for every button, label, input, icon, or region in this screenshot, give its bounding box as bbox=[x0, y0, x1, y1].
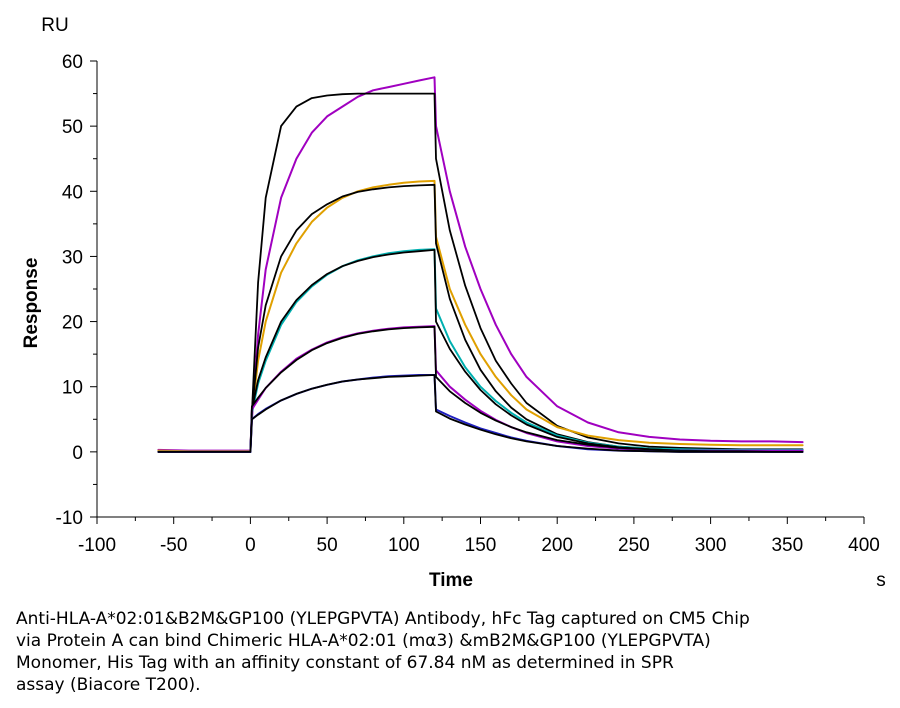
y-tick-label: 60 bbox=[62, 52, 83, 73]
x-tick-label: 100 bbox=[388, 535, 420, 556]
series-line bbox=[157, 179, 804, 453]
x-unit-label: s bbox=[876, 570, 886, 591]
y-axis-title: Response bbox=[21, 258, 42, 349]
labels-layer: -100 -50 0 50 100 150 200 250 300 350 400-10010203… bbox=[21, 15, 886, 591]
series-line bbox=[157, 325, 804, 453]
x-tick-label: 50 bbox=[317, 535, 338, 556]
x-tick-label: 200 bbox=[541, 535, 573, 556]
y-tick-label: 10 bbox=[62, 378, 83, 399]
figure-caption: Anti-HLA-A*02:01&B2M&GP100 (YLEPGPVTA) A… bbox=[16, 609, 750, 695]
y-tick-label: 0 bbox=[72, 443, 83, 464]
series-line bbox=[157, 374, 804, 453]
x-tick-label: -100 bbox=[78, 535, 116, 556]
plot-area: -100 -50 0 50 100 150 200 250 300 350 400-10010203… bbox=[21, 15, 886, 591]
series-line bbox=[157, 92, 804, 453]
x-tick-label: 0 bbox=[245, 535, 256, 556]
axes bbox=[90, 60, 865, 524]
x-tick-label: 350 bbox=[771, 535, 803, 556]
y-tick-label: 20 bbox=[62, 313, 83, 334]
series-line bbox=[157, 76, 804, 452]
x-tick-label: 300 bbox=[695, 535, 727, 556]
y-unit-label: RU bbox=[41, 15, 68, 36]
x-tick-label: 250 bbox=[618, 535, 650, 556]
y-tick-label: 40 bbox=[62, 182, 83, 203]
series-layer bbox=[157, 76, 804, 453]
x-tick-label: 150 bbox=[465, 535, 497, 556]
x-tick-label: -50 bbox=[160, 535, 187, 556]
y-tick-label: 30 bbox=[62, 247, 83, 268]
y-tick-label: 50 bbox=[62, 117, 83, 138]
x-tick-label: 400 bbox=[848, 535, 880, 556]
x-axis-title: Time bbox=[429, 570, 473, 591]
y-tick-label: -10 bbox=[56, 508, 83, 529]
